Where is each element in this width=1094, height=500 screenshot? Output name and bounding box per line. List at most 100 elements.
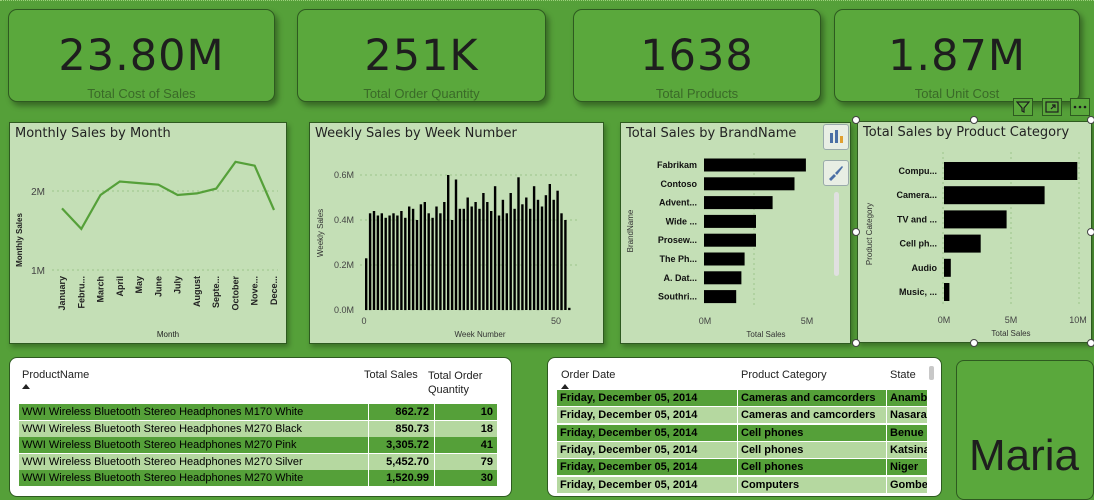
week-bar[interactable] — [536, 199, 540, 311]
week-bar[interactable] — [439, 213, 442, 311]
category-bar[interactable] — [704, 177, 795, 191]
week-bar[interactable] — [443, 202, 446, 310]
kpi-card-total-order-quantity[interactable]: 251K Total Order Quantity — [297, 9, 546, 102]
column-header-total-order-quantity[interactable]: Total Order Quantity — [428, 370, 483, 396]
week-bar[interactable] — [400, 211, 403, 310]
filter-icon[interactable] — [1013, 98, 1033, 116]
category-bar[interactable] — [944, 210, 1007, 229]
kpi-card-total-cost[interactable]: 23.80M Total Cost of Sales — [8, 9, 275, 102]
resize-handle[interactable] — [852, 339, 860, 347]
week-bar[interactable] — [427, 213, 430, 311]
week-bar[interactable] — [372, 211, 376, 310]
column-header-total-sales[interactable]: Total Sales — [364, 369, 418, 381]
week-bar[interactable] — [454, 179, 458, 311]
paint-brush-icon[interactable] — [823, 160, 849, 186]
week-bar[interactable] — [415, 220, 419, 310]
week-bar[interactable] — [408, 206, 411, 311]
week-bar[interactable] — [548, 184, 551, 310]
week-bar[interactable] — [411, 208, 415, 311]
week-bar[interactable] — [423, 202, 426, 310]
week-bar[interactable] — [365, 258, 368, 311]
week-bar[interactable] — [450, 220, 454, 310]
resize-handle[interactable] — [1087, 339, 1094, 347]
category-bar[interactable] — [704, 214, 756, 228]
table-row[interactable]: WWI Wireless Bluetooth Stereo Headphones… — [19, 470, 497, 486]
table-row[interactable]: WWI Wireless Bluetooth Stereo Headphones… — [19, 453, 497, 470]
week-bar[interactable] — [568, 307, 571, 311]
category-sales-chart[interactable]: Total Sales by Product Category Product … — [857, 121, 1092, 343]
week-bar[interactable] — [404, 217, 407, 311]
products-table[interactable]: ProductName Total Sales Total Order Quan… — [9, 357, 512, 497]
week-bar[interactable] — [556, 190, 559, 310]
week-bar[interactable] — [458, 208, 462, 311]
monthly-sales-chart[interactable]: Monthly Sales by Month 2M 1M Monthly Sal… — [9, 122, 287, 344]
week-bar[interactable] — [501, 199, 505, 311]
table-row[interactable]: Friday, December 05, 2014 Cell phones Benu… — [557, 424, 927, 441]
week-bar[interactable] — [478, 208, 481, 311]
week-bar[interactable] — [564, 220, 567, 310]
table-row[interactable]: WWI Wireless Bluetooth Stereo Headphones… — [19, 420, 497, 437]
week-bar[interactable] — [544, 195, 548, 310]
week-bar[interactable] — [552, 199, 555, 311]
category-bar[interactable] — [704, 271, 742, 285]
column-header-order-date[interactable]: Order Date — [561, 369, 616, 381]
week-bar[interactable] — [493, 186, 497, 310]
table-row[interactable]: Friday, December 05, 2014 Cameras and cam… — [557, 390, 927, 406]
category-bar[interactable] — [944, 162, 1078, 180]
week-bar[interactable] — [540, 206, 544, 311]
week-bar[interactable] — [470, 206, 473, 311]
table-row[interactable]: Friday, December 05, 2014 Cell phones Nige… — [557, 459, 927, 476]
bar-chart-format-icon[interactable] — [823, 124, 849, 150]
resize-handle[interactable] — [970, 339, 978, 347]
pane-scrollbar[interactable] — [834, 192, 839, 276]
category-bar[interactable] — [944, 283, 950, 301]
column-header-state[interactable]: State — [890, 369, 916, 381]
resize-handle[interactable] — [852, 116, 860, 124]
sort-ascending-icon[interactable] — [561, 384, 569, 389]
category-bar[interactable] — [944, 258, 951, 277]
resize-handle[interactable] — [1087, 228, 1094, 236]
category-bar[interactable] — [704, 252, 745, 266]
resize-handle[interactable] — [1087, 116, 1094, 124]
table-row[interactable]: Friday, December 05, 2014 Cameras and cam… — [557, 407, 927, 424]
week-bar[interactable] — [505, 213, 508, 311]
week-bar[interactable] — [521, 204, 524, 311]
more-options-icon[interactable] — [1070, 98, 1090, 116]
week-bar[interactable] — [513, 208, 516, 311]
resize-handle[interactable] — [852, 228, 860, 236]
column-header-product-name[interactable]: ProductName — [22, 369, 90, 381]
table-scrollbar[interactable] — [929, 366, 934, 380]
week-bar[interactable] — [368, 213, 372, 311]
week-bar[interactable] — [447, 175, 450, 310]
week-bar[interactable] — [482, 193, 485, 310]
week-bar[interactable] — [388, 215, 391, 311]
table-row[interactable]: Friday, December 05, 2014 Cell phones Kats… — [557, 441, 927, 458]
week-bar[interactable] — [486, 202, 489, 310]
table-row[interactable]: WWI Wireless Bluetooth Stereo Headphones… — [19, 404, 497, 420]
week-bar[interactable] — [560, 213, 563, 311]
orders-table[interactable]: Order Date Product Category State Friday… — [547, 357, 942, 497]
week-bar[interactable] — [392, 213, 395, 311]
category-bar[interactable] — [944, 234, 981, 253]
week-bar[interactable] — [517, 177, 520, 311]
week-bar[interactable] — [525, 197, 528, 311]
week-bar[interactable] — [497, 215, 501, 311]
brand-sales-chart[interactable]: Total Sales by BrandName BrandName 0M 5M… — [620, 122, 851, 344]
sort-ascending-icon[interactable] — [22, 384, 30, 389]
week-bar[interactable] — [380, 213, 383, 311]
week-bar[interactable] — [474, 202, 477, 310]
column-header-product-category[interactable]: Product Category — [741, 369, 827, 381]
week-bar[interactable] — [396, 215, 399, 311]
kpi-card-total-unit-cost[interactable]: 1.87M Total Unit Cost — [834, 9, 1080, 102]
category-bar[interactable] — [704, 290, 737, 304]
week-bar[interactable] — [529, 208, 532, 311]
week-bar[interactable] — [466, 197, 469, 311]
focus-mode-icon[interactable] — [1042, 98, 1062, 116]
week-bar[interactable] — [431, 217, 434, 311]
week-bar[interactable] — [376, 215, 380, 311]
week-bar[interactable] — [419, 204, 423, 311]
category-bar[interactable] — [704, 233, 756, 247]
week-bar[interactable] — [509, 193, 512, 310]
week-bar[interactable] — [490, 211, 493, 310]
category-bar[interactable] — [704, 158, 806, 172]
